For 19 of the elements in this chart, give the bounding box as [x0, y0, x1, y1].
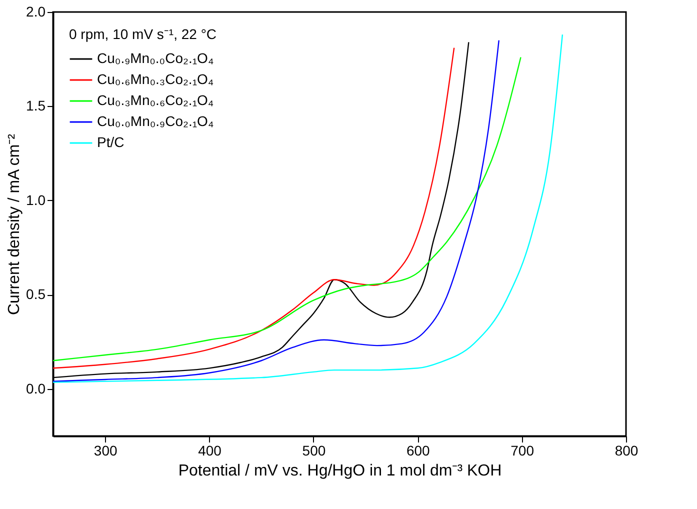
y-tick-label: 0.5: [26, 286, 46, 302]
x-tick-label: 700: [510, 442, 534, 458]
x-tick-label: 300: [94, 442, 118, 458]
x-tick-label: 600: [406, 442, 430, 458]
y-axis-title: Current density / mA cm⁻²: [6, 133, 24, 316]
y-tick-label: 2.0: [26, 4, 46, 20]
legend-label: Cu₀.₉Mn₀.₀Co₂.₁O₄: [97, 50, 214, 66]
x-tick-label: 500: [302, 442, 326, 458]
x-axis-title: Potential / mV vs. Hg/HgO in 1 mol dm⁻³ KOH: [178, 462, 502, 480]
legend-label: Cu₀.₀Mn₀.₉Co₂.₁O₄: [97, 113, 214, 129]
legend-label: Cu₀.₃Mn₀.₆Co₂.₁O₄: [97, 92, 214, 108]
x-tick-label: 400: [198, 442, 222, 458]
y-tick-label: 0.0: [26, 380, 46, 396]
legend-label: Cu₀.₆Mn₀.₃Co₂.₁O₄: [97, 71, 214, 87]
legend-title: 0 rpm, 10 mV s⁻¹, 22 °C: [69, 26, 217, 42]
y-tick-label: 1.0: [26, 192, 46, 208]
y-tick-label: 1.5: [26, 98, 46, 114]
legend-label: Pt/C: [97, 134, 124, 150]
x-tick-label: 800: [614, 442, 638, 458]
